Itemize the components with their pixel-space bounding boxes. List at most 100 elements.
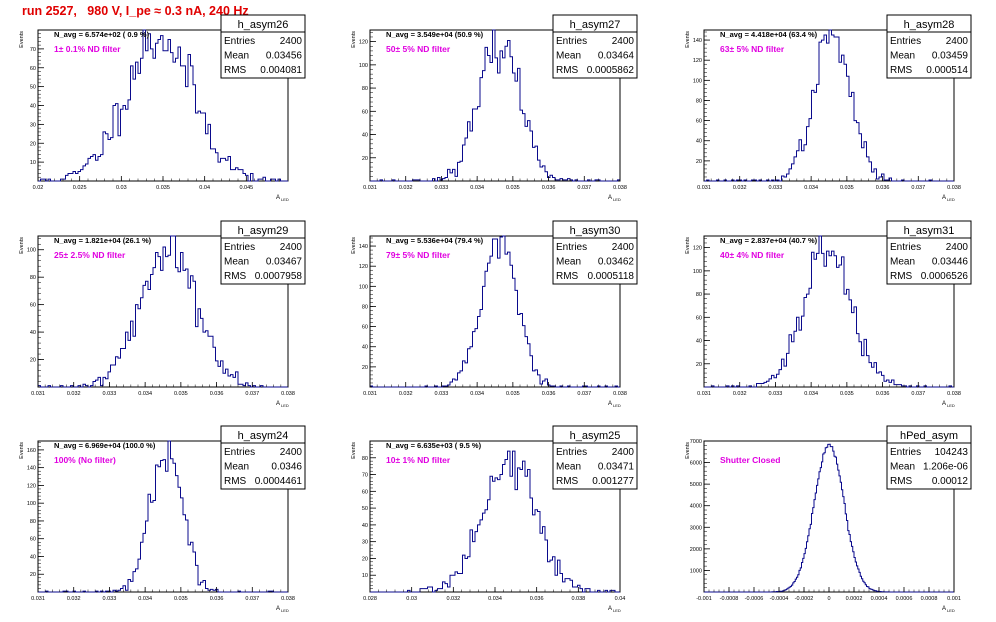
stats-value: 104243: [935, 447, 969, 458]
histogram-panel-h_asym28: 0.031 0.032 0.033 0.034 0.035 0.036 0.037 0.038…: [685, 14, 972, 202]
plot-frame: [37, 235, 289, 388]
plot-frame: [703, 235, 955, 388]
x-tick-label: 0.034: [804, 185, 818, 191]
navg-label: N_avg = 6.635e+03 ( 9.5 %): [386, 441, 482, 450]
navg-label: N_avg = 5.536e+04 (79.4 %): [386, 236, 484, 245]
histogram-line: [704, 29, 954, 182]
x-tick-label: -0.0006: [745, 596, 764, 602]
y-tick-label: 80: [696, 292, 702, 298]
stats-value: 0.0004461: [255, 476, 303, 487]
stats-label: Entries: [224, 242, 255, 253]
x-tick-label: 0.032: [399, 185, 413, 191]
x-axis-subscript: LED: [613, 403, 621, 408]
y-tick-label: 40: [362, 133, 368, 139]
y-tick-label: 40: [30, 330, 36, 336]
x-axis-label: A: [942, 606, 946, 612]
x-tick-label: 0.036: [542, 391, 556, 397]
navg-label: N_avg = 4.418e+04 (63.4 %): [720, 30, 818, 39]
histogram-name: h_asym27: [570, 19, 621, 31]
x-tick-label: 0.04: [199, 185, 210, 191]
x-axis-subscript: LED: [281, 197, 289, 202]
stats-label: Mean: [556, 51, 581, 62]
stats-label: Mean: [556, 462, 581, 473]
x-tick-label: -0.0002: [795, 596, 814, 602]
x-tick-label: 0.036: [210, 596, 224, 602]
y-tick-label: 120: [359, 264, 368, 270]
stats-value: 0.0006526: [921, 271, 969, 282]
y-tick-label: 20: [30, 572, 36, 578]
x-tick-label: 0.037: [911, 185, 925, 191]
y-tick-label: 60: [362, 489, 368, 495]
x-axis-label: A: [608, 401, 612, 407]
x-tick-label: 0.036: [530, 596, 544, 602]
stats-value: 0.00012: [932, 476, 969, 487]
plot-frame: [37, 440, 289, 593]
histogram-name: hPed_asym: [900, 430, 958, 442]
x-tick-label: 0.032: [67, 596, 81, 602]
y-tick-label: 1000: [690, 568, 702, 574]
stats-value: 0.000514: [926, 65, 968, 76]
x-tick-label: 0.036: [876, 185, 890, 191]
y-tick-label: 20: [362, 156, 368, 162]
filter-annotation: 40± 4% ND filter: [720, 250, 785, 260]
stats-value: 2400: [612, 242, 635, 253]
y-tick-label: 20: [30, 141, 36, 147]
stats-label: Mean: [224, 51, 249, 62]
histogram-line: [370, 450, 620, 593]
stats-label: RMS: [556, 476, 579, 487]
y-tick-label: 100: [27, 501, 36, 507]
y-tick-label: 3000: [690, 525, 702, 531]
histogram-name: h_asym28: [904, 19, 955, 31]
x-tick-label: 0.0008: [921, 596, 938, 602]
stats-label: Entries: [556, 447, 587, 458]
y-tick-label: 20: [362, 556, 368, 562]
x-axis-label: A: [276, 606, 280, 612]
stats-value: 0.0007958: [255, 271, 303, 282]
y-axis-label: Events: [685, 31, 691, 48]
x-tick-label: 0.031: [363, 185, 377, 191]
filter-annotation: 25± 2.5% ND filter: [54, 250, 126, 260]
y-tick-label: 2000: [690, 547, 702, 553]
navg-label: N_avg = 6.574e+02 ( 0.9 %): [54, 30, 150, 39]
y-tick-label: 80: [696, 98, 702, 104]
stats-box: [552, 14, 638, 79]
y-tick-label: 40: [696, 139, 702, 145]
x-tick-label: 0.031: [31, 596, 45, 602]
x-tick-label: 0.033: [769, 391, 783, 397]
stats-value: 2400: [280, 36, 303, 47]
x-tick-label: 0.0006: [896, 596, 913, 602]
y-tick-label: 80: [362, 304, 368, 310]
stats-value: 0.03471: [598, 462, 635, 473]
x-tick-label: 0.034: [470, 391, 484, 397]
y-axis-label: Events: [685, 442, 691, 459]
x-axis-subscript: LED: [281, 403, 289, 408]
stats-label: Entries: [556, 36, 587, 47]
stats-label: RMS: [224, 476, 247, 487]
y-tick-label: 80: [362, 86, 368, 92]
y-tick-label: 60: [696, 315, 702, 321]
x-tick-label: 0.037: [577, 185, 591, 191]
y-axis-label: Events: [19, 31, 25, 48]
x-tick-label: 0.034: [804, 391, 818, 397]
x-tick-label: 0.033: [435, 185, 449, 191]
stats-value: 2400: [280, 447, 303, 458]
y-tick-label: 50: [30, 85, 36, 91]
y-axis-label: Events: [351, 237, 357, 254]
stats-value: 0.0005118: [587, 271, 634, 282]
filter-annotation: 79± 5% ND filter: [386, 250, 451, 260]
stats-label: RMS: [224, 65, 247, 76]
x-axis-subscript: LED: [281, 608, 289, 613]
x-tick-label: 0.031: [31, 391, 45, 397]
histogram-line: [37, 235, 288, 388]
histogram-name: h_asym31: [904, 225, 955, 237]
stats-value: 0.03464: [598, 51, 635, 62]
y-tick-label: 60: [30, 303, 36, 309]
x-tick-label: 0.035: [156, 185, 170, 191]
x-tick-label: 0.04: [615, 596, 626, 602]
stats-label: RMS: [890, 65, 913, 76]
stats-value: 0.004081: [260, 65, 302, 76]
x-tick-label: 0.045: [239, 185, 253, 191]
filter-annotation: 63± 5% ND filter: [720, 44, 785, 54]
y-tick-label: 30: [362, 540, 368, 546]
x-tick-label: 0.035: [174, 596, 188, 602]
